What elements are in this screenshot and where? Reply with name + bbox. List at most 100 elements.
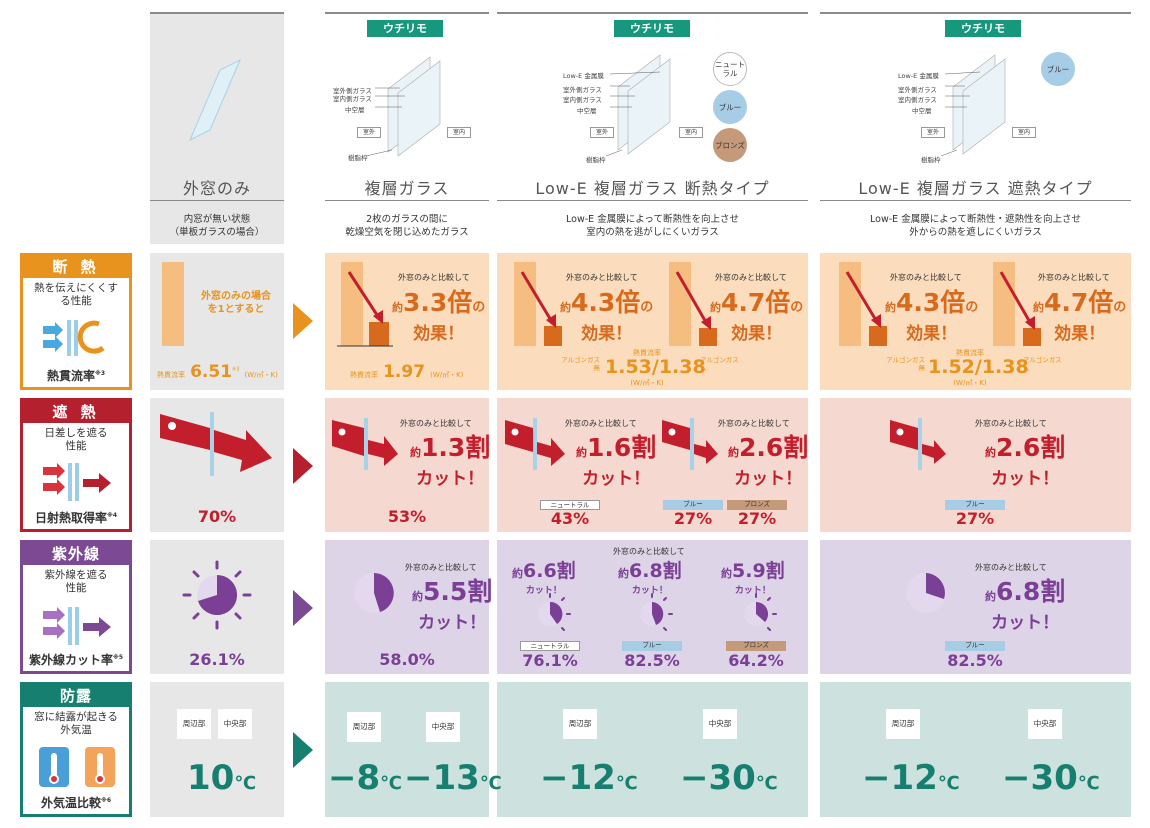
solar-effect: 約1.3割 カット！ bbox=[410, 433, 491, 489]
uv-sun-icon bbox=[640, 593, 673, 631]
category-dannetsu: 断 熱 熱を伝えにくくする性能 熱貫流率※3 bbox=[20, 253, 132, 390]
heat-bar bbox=[162, 262, 184, 346]
compare-label: 外窓のみと比較して bbox=[613, 547, 685, 556]
color-tag-neutral: ニュートラル bbox=[540, 500, 600, 510]
solar-arrow-graphic bbox=[505, 418, 565, 470]
thermometer-icon bbox=[39, 747, 115, 787]
divider bbox=[820, 200, 1131, 201]
label-outside: 室外 bbox=[921, 127, 945, 138]
heat-value: 熱貫流率 1.97 (W/㎡・K) bbox=[350, 362, 464, 382]
solar-gain-value: 43% bbox=[550, 509, 590, 528]
edge-label: 周辺部 bbox=[177, 709, 211, 739]
solar-effect: 約2.6割 カット！ bbox=[985, 433, 1066, 489]
argon-with: アルゴンガス入 bbox=[1023, 356, 1062, 372]
arrow-right-icon bbox=[293, 732, 313, 768]
heat-effect: 約3.3倍の 効果！ bbox=[392, 288, 486, 344]
col2-title: Low-E 複層ガラス 断熱タイプ bbox=[535, 179, 770, 198]
divider bbox=[325, 200, 489, 201]
lowe-glass-diagram bbox=[605, 54, 671, 157]
uv-cut-value: 82.5% bbox=[624, 651, 680, 670]
divider bbox=[497, 12, 808, 14]
col3-desc: Low-E 金属膜によって断熱性・遮熱性を向上させ 外からの熱を遮しにくいガラス bbox=[870, 214, 1081, 238]
compare-label: 外窓のみと比較して bbox=[1038, 273, 1110, 282]
temp-edge-value: −12℃ bbox=[540, 758, 638, 798]
uv-cut-value: 64.2% bbox=[728, 651, 784, 670]
argon-with: アルゴンガス入 bbox=[700, 356, 739, 372]
color-tag-neutral: ニュートラル bbox=[520, 641, 580, 651]
compare-label: 外窓のみと比較して bbox=[565, 419, 637, 428]
col2-desc: Low-E 金属膜によって断熱性を向上させ 室内の熱を逃がしにくいガラス bbox=[566, 214, 739, 238]
row-bg bbox=[325, 682, 489, 817]
heat-unit: (W/㎡・K) bbox=[953, 379, 987, 387]
color-tag-blue: ブルー bbox=[945, 500, 1005, 510]
color-bronze: ブロンズ bbox=[713, 128, 747, 162]
color-neutral: ニュートラル bbox=[713, 52, 747, 86]
temp-center-value: −30℃ bbox=[1002, 758, 1100, 798]
label-inside: 室内 bbox=[679, 127, 703, 138]
solar-gain-value: 70% bbox=[197, 507, 237, 526]
single-glass-icon bbox=[189, 58, 241, 142]
uv-sun-icon bbox=[338, 557, 410, 629]
solar-arrow-graphic bbox=[160, 412, 272, 476]
temp-edge-value: −12℃ bbox=[862, 758, 960, 798]
uv-effect: 約6.8割 カット！ bbox=[985, 577, 1066, 633]
compare-label: 外窓のみと比較して bbox=[405, 563, 477, 572]
heat-effect: 約4.7倍の 効果！ bbox=[710, 288, 804, 344]
heat-unit: (W/㎡・K) bbox=[630, 379, 664, 387]
category-foot: 紫外線カット率※5 bbox=[28, 653, 124, 667]
heat-value: 1.53/1.38 bbox=[605, 356, 706, 378]
label-frame: 樹脂枠 bbox=[921, 156, 941, 164]
category-desc: 紫外線を遮る性能 bbox=[44, 569, 108, 594]
category-title: 遮 熱 bbox=[23, 401, 129, 423]
compare-label: 外窓のみと比較して bbox=[975, 419, 1047, 428]
color-blue: ブルー bbox=[713, 90, 747, 124]
solar-arrow-graphic bbox=[890, 418, 946, 470]
temp-edge-value: −8℃ bbox=[328, 758, 402, 798]
solar-gain-value: 53% bbox=[387, 507, 427, 526]
uchirimo-badge: ウチリモ bbox=[614, 20, 690, 37]
col3-title: Low-E 複層ガラス 遮熱タイプ bbox=[858, 179, 1093, 198]
compare-label: 外窓のみと比較して bbox=[398, 273, 470, 282]
col0-header-bg bbox=[150, 14, 284, 244]
label-frame: 樹脂枠 bbox=[348, 154, 368, 162]
solar-heat-icon bbox=[43, 463, 111, 501]
double-glass-diagram bbox=[365, 56, 441, 157]
uv-sun-icon bbox=[182, 560, 252, 630]
uv-sun-icon bbox=[744, 593, 777, 631]
label-outer-glass: 室外側ガラス bbox=[898, 86, 937, 94]
arrow-right-icon bbox=[293, 303, 313, 339]
argon-none: アルゴンガス無 bbox=[561, 356, 600, 372]
divider bbox=[497, 200, 808, 201]
divider bbox=[820, 12, 1131, 14]
label-outer-glass: 室外側ガラス bbox=[333, 87, 372, 95]
solar-arrow-graphic bbox=[332, 418, 398, 470]
solar-effect: 約2.6割 カット！ bbox=[728, 433, 809, 489]
label-lowe: Low-E 金属膜 bbox=[563, 72, 604, 80]
label-outside: 室外 bbox=[357, 127, 381, 138]
temp-center-value: −30℃ bbox=[680, 758, 778, 798]
edge-label: 周辺部 bbox=[886, 709, 920, 739]
category-foot: 外気温比較※6 bbox=[40, 796, 112, 810]
heat-effect: 約4.3倍の 効果！ bbox=[560, 288, 654, 344]
solar-arrow-graphic bbox=[662, 418, 718, 470]
compare-label: 外窓のみと比較して bbox=[718, 419, 790, 428]
label-hollow: 中空層 bbox=[912, 107, 932, 115]
arrow-right-icon bbox=[293, 448, 313, 484]
row-bg bbox=[820, 253, 1131, 390]
heat-compare-graphic bbox=[514, 262, 562, 346]
col1-title: 複層ガラス bbox=[364, 179, 450, 198]
label-hollow: 中空層 bbox=[577, 107, 597, 115]
label-inner-glass: 室内側ガラス bbox=[898, 96, 937, 104]
divider bbox=[325, 12, 489, 14]
divider bbox=[150, 200, 284, 201]
category-foot: 日射熱取得率※4 bbox=[34, 511, 118, 525]
edge-label: 周辺部 bbox=[563, 709, 597, 739]
category-boro: 防露 窓に結露が起きる外気温 外気温比較※6 bbox=[20, 682, 132, 817]
color-blue: ブルー bbox=[1041, 52, 1075, 86]
center-label: 中央部 bbox=[218, 709, 252, 739]
col0-desc: 内窓が無い状態 （単板ガラスの場合） bbox=[169, 214, 265, 238]
label-outside: 室外 bbox=[590, 127, 614, 138]
center-label: 中央部 bbox=[1028, 709, 1062, 739]
uv-sun-icon bbox=[890, 557, 962, 629]
label-inside: 室内 bbox=[447, 127, 471, 138]
